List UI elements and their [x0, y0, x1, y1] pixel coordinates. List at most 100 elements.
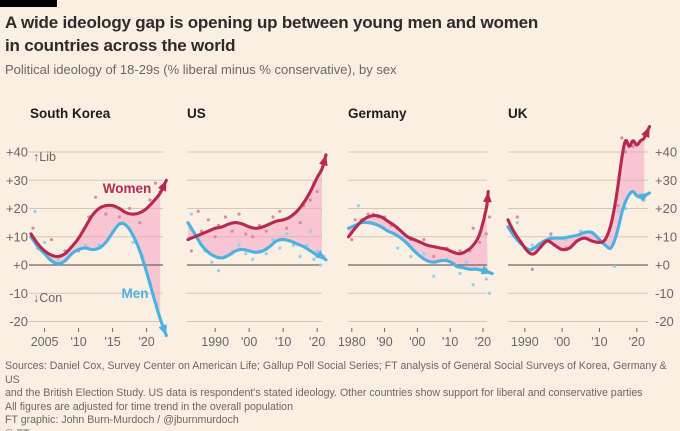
women-line — [506, 125, 652, 256]
top-bar — [0, 0, 57, 7]
x-tick-label: '20 — [629, 335, 645, 349]
women-dot — [148, 198, 152, 202]
men-arrow — [315, 250, 326, 260]
panel-south-korea: 2005 '10 '15 '20 Women Men — [29, 151, 168, 349]
men-dot — [471, 283, 475, 287]
women-series-label: Women — [103, 181, 152, 196]
men-arrow — [638, 193, 650, 202]
men-dot — [487, 291, 492, 295]
men-dot — [33, 209, 37, 213]
men-dot — [83, 243, 87, 247]
men-line — [346, 220, 494, 276]
men-dot — [271, 237, 275, 242]
women-dot — [471, 226, 475, 230]
women-dot — [206, 218, 210, 222]
y-tick-label-left: +40 — [6, 145, 28, 160]
x-tick-label: 1990 — [511, 335, 539, 349]
y-tick-label-right: +40 — [655, 145, 677, 160]
women-dot — [308, 198, 312, 202]
footer: Sources: Daniel Cox, Survey Center on Am… — [5, 360, 677, 431]
women-line — [186, 153, 328, 242]
ft-credit: FT graphic: John Burn-Murdoch / @jburnmu… — [5, 414, 239, 427]
women-dot — [315, 189, 319, 194]
y-tick-label-right: +20 — [655, 201, 677, 216]
men-dot — [189, 212, 193, 216]
men-series-label: Men — [122, 286, 149, 301]
x-tick-label: '90 — [376, 335, 392, 349]
x-tick-label: '10 — [591, 335, 607, 349]
y-tick-label-left: +30 — [6, 173, 28, 188]
men-dot — [464, 260, 469, 264]
men-dot — [298, 254, 302, 259]
x-tick-label: '10 — [442, 335, 458, 349]
conservative-direction-label: ↓Con — [33, 291, 62, 305]
y-tick-label-right: +30 — [655, 173, 677, 188]
women-arrow — [319, 154, 328, 167]
y-tick-label-right: -10 — [655, 286, 674, 301]
men-dot — [458, 271, 462, 276]
men-line — [506, 189, 652, 252]
y-tick-label-right: +10 — [655, 229, 677, 244]
y-tick-label-right: -20 — [655, 314, 674, 329]
men-dot — [264, 252, 268, 256]
men-dot — [356, 204, 360, 208]
women-dot — [478, 240, 482, 244]
women-dot — [213, 235, 217, 239]
women-dot — [251, 235, 255, 239]
x-tick-label: '00 — [554, 335, 570, 349]
ideology-gap-area — [31, 193, 161, 319]
x-tick-label: '20 — [309, 335, 325, 349]
men-dot — [612, 264, 616, 269]
men-dot — [319, 263, 323, 267]
women-dot — [189, 249, 193, 253]
copyright: © FT — [5, 428, 677, 431]
panel-title-us: US — [187, 106, 206, 121]
x-tick-label: 1980 — [338, 335, 366, 349]
men-dot — [251, 257, 255, 261]
sources-line3: All figures are adjusted for time trend … — [5, 400, 293, 413]
women-dot — [484, 232, 488, 236]
x-tick-label: '20 — [138, 335, 154, 349]
men-dot — [422, 252, 426, 256]
chart-subtitle: Political ideology of 18-29s (% liberal … — [5, 62, 397, 77]
x-tick-label: 2005 — [31, 335, 59, 349]
sources-line2: and the British Election Study. US data … — [5, 387, 643, 400]
women-dot — [138, 221, 142, 225]
liberal-direction-label: ↑Lib — [33, 150, 56, 164]
panel-title-south-korea: South Korea — [30, 106, 111, 121]
men-line — [29, 221, 168, 338]
women-dot — [278, 209, 282, 213]
women-dot — [230, 229, 234, 233]
women-arrow — [641, 126, 650, 138]
x-tick-label: '10 — [275, 335, 291, 349]
women-dot — [271, 215, 275, 219]
women-line — [29, 178, 168, 259]
women-dot — [285, 226, 289, 230]
y-tick-label-left: -10 — [9, 286, 28, 301]
men-dot — [56, 257, 60, 261]
men-dot — [305, 243, 309, 247]
women-dot — [515, 215, 519, 219]
women-dot — [117, 215, 121, 219]
women-dot — [223, 215, 227, 219]
women-dot — [530, 267, 534, 271]
women-dot — [298, 221, 302, 225]
women-dot — [549, 232, 553, 236]
men-line — [186, 221, 328, 262]
women-dot — [350, 237, 354, 242]
x-tick-label: '00 — [241, 335, 257, 349]
ideology-gap-area — [348, 208, 488, 273]
men-arrow — [480, 265, 493, 275]
men-dot — [315, 249, 319, 253]
women-dot — [616, 204, 620, 208]
panel-title-uk: UK — [508, 106, 528, 121]
x-tick-label: '10 — [70, 335, 86, 349]
men-dot — [515, 221, 519, 225]
men-dot — [530, 243, 534, 247]
women-dot — [353, 218, 357, 222]
men-dot — [131, 240, 135, 244]
men-dot — [217, 269, 221, 273]
chart-title-line1: A wide ideology gap is opening up betwee… — [5, 13, 539, 32]
